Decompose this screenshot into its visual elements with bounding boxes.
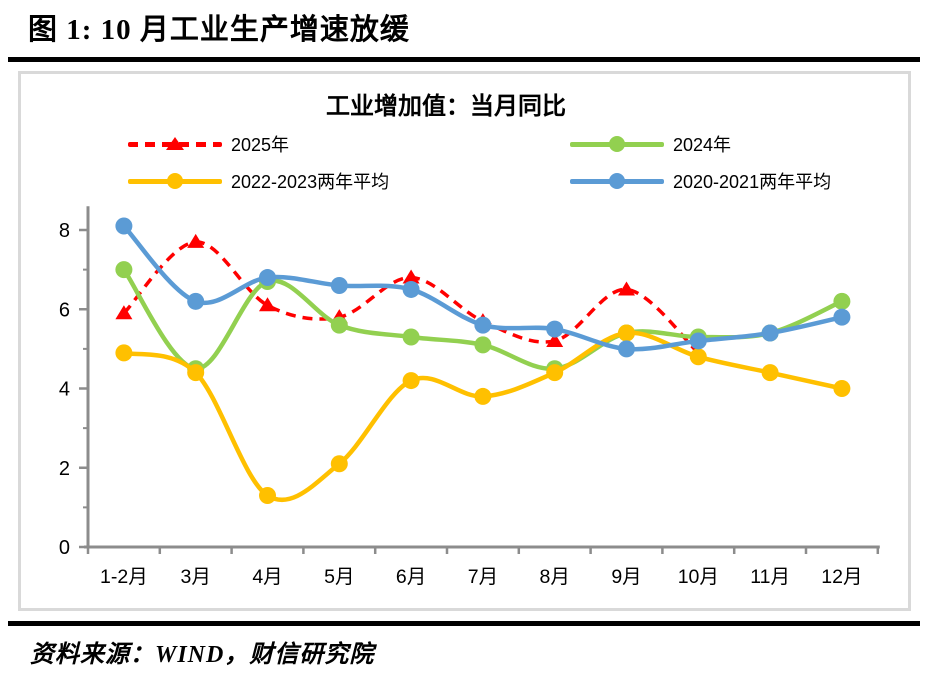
legend-swatch-2025 <box>128 133 222 155</box>
legend-marker-icon <box>609 173 625 189</box>
legend-label: 2020-2021两年平均 <box>673 172 832 192</box>
x-tick-label: 9月 <box>611 566 641 588</box>
legend-label: 2025年 <box>231 135 290 155</box>
series-marker-2024 <box>402 328 420 346</box>
series-marker-2022-2023-avg <box>546 364 564 382</box>
series-marker-2022-2023-avg <box>618 324 635 342</box>
y-tick-label: 4 <box>59 379 70 401</box>
series-marker-2020-2021-avg <box>402 280 420 298</box>
chart-panel: 工业增加值：当月同比 2025年 2024年 2022-2023两年平均 <box>18 71 911 611</box>
x-tick-label: 1-2月 <box>100 566 148 588</box>
x-tick-label: 8月 <box>540 566 570 588</box>
series-line-2022-2023-avg <box>123 330 843 503</box>
legend-swatch-2020-2021-avg <box>570 170 664 192</box>
series-marker-2020-2021-avg <box>546 320 564 338</box>
series-marker-2025 <box>115 305 133 320</box>
top-divider <box>8 57 920 62</box>
series-marker-2022-2023-avg <box>833 380 851 397</box>
bottom-divider <box>8 621 920 626</box>
series-marker-2022-2023-avg <box>115 344 133 362</box>
series-marker-2022-2023-avg <box>761 364 779 382</box>
x-tick-label: 3月 <box>181 566 211 588</box>
series-marker-2025 <box>402 269 420 284</box>
series-marker-2024 <box>115 261 133 279</box>
x-tick-label: 10月 <box>678 566 719 588</box>
series-marker-2020-2021-avg <box>187 292 205 310</box>
legend-item-2024: 2024年 <box>570 133 731 155</box>
x-tick-label: 4月 <box>252 566 282 588</box>
series-marker-2020-2021-avg <box>330 276 348 294</box>
series-marker-2020-2021-avg <box>618 340 635 358</box>
x-tick-label: 7月 <box>468 566 498 588</box>
series-marker-2025 <box>546 332 564 347</box>
series-marker-2022-2023-avg <box>402 372 420 390</box>
legend-marker-icon <box>167 173 183 189</box>
legend-item-2020-2021-avg: 2020-2021两年平均 <box>570 170 831 192</box>
chart-title: 工业增加值：当月同比 <box>326 93 566 120</box>
series-marker-2020-2021-avg <box>259 269 276 287</box>
series-marker-2025 <box>618 281 635 296</box>
x-tick-label: 12月 <box>821 566 862 588</box>
y-tick-label: 8 <box>59 220 70 242</box>
source-note: 资料来源：WIND，财信研究院 <box>30 642 375 668</box>
y-tick-label: 2 <box>59 458 70 480</box>
series-marker-2020-2021-avg <box>474 316 492 334</box>
plot-svg: 0 2 4 6 8 1-2月 3月 4月 5月 6月 7月 8月 9月 10月 11月 12月 <box>59 206 880 588</box>
series-marker-2020-2021-avg <box>761 324 779 342</box>
series-marker-2022-2023-avg <box>689 348 707 366</box>
series-marker-2020-2021-avg <box>115 217 133 235</box>
y-tick-label: 6 <box>59 299 70 321</box>
series-marker-2024 <box>474 336 492 354</box>
series-marker-2022-2023-avg <box>330 455 348 473</box>
y-tick-label: 0 <box>59 537 70 559</box>
series-marker-2020-2021-avg <box>833 308 851 326</box>
x-tick-label: 11月 <box>750 566 790 588</box>
series-marker-2022-2023-avg <box>474 387 492 405</box>
series-marker-2022-2023-avg <box>187 364 205 382</box>
legend-item-2025: 2025年 <box>128 133 289 155</box>
series-marker-2020-2021-avg <box>689 332 707 350</box>
x-tick-label: 6月 <box>396 566 426 588</box>
series-marker-2024 <box>833 292 851 310</box>
legend-item-2022-2023-avg: 2022-2023两年平均 <box>128 170 389 192</box>
legend-marker-icon <box>166 137 184 150</box>
figure-title: 图 1: 10 月工业生产增速放缓 <box>28 14 410 46</box>
series-line-2024 <box>122 268 843 371</box>
legend-label: 2022-2023两年平均 <box>231 172 390 192</box>
legend-marker-icon <box>609 136 625 152</box>
series-marker-2025 <box>259 297 276 312</box>
legend-swatch-2024 <box>570 133 664 155</box>
series-marker-2022-2023-avg <box>259 486 276 504</box>
legend-swatch-2022-2023-avg <box>128 170 222 192</box>
series-marker-2024 <box>330 316 348 334</box>
legend-label: 2024年 <box>673 135 732 155</box>
series-marker-2025 <box>187 233 205 248</box>
x-tick-label: 5月 <box>324 566 354 588</box>
